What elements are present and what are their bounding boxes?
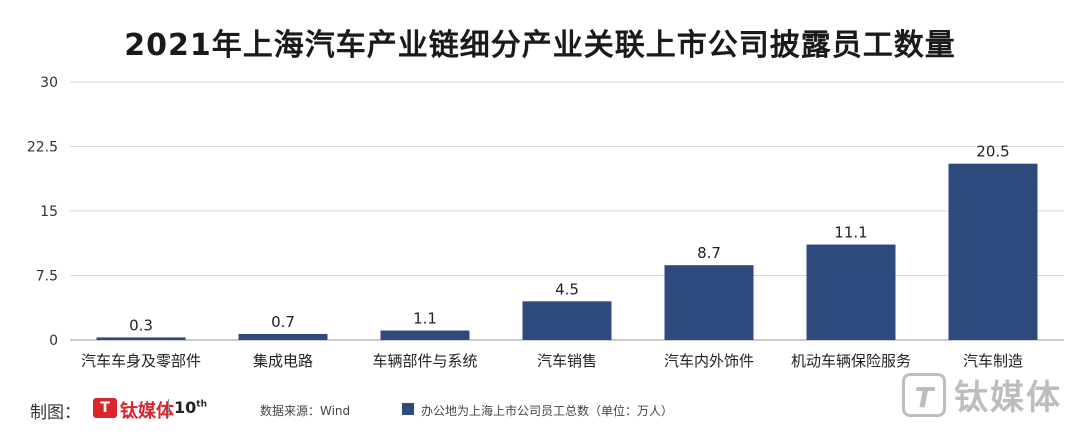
data-label: 4.5 (555, 280, 579, 298)
data-source: 数据来源：Wind (260, 404, 351, 418)
brand-logo-icon: T (93, 398, 117, 418)
x-tick-label: 集成电路 (253, 352, 313, 370)
y-tick-label: 7.5 (36, 269, 58, 285)
x-tick-label: 车辆部件与系统 (372, 352, 477, 370)
x-tick-label: 机动车辆保险服务 (791, 352, 911, 370)
x-tick-label: 汽车内外饰件 (664, 352, 754, 370)
watermark: T 钛媒体 (902, 370, 1062, 419)
bars (96, 163, 1038, 340)
grid-lines (70, 81, 1064, 341)
watermark-logo-icon: T (902, 372, 946, 417)
data-label: 0.3 (129, 316, 153, 334)
data-label: 20.5 (976, 143, 1009, 161)
y-tick-label: 15 (40, 204, 58, 220)
bar (806, 244, 896, 340)
x-axis-ticks: 汽车车身及零部件 集成电路 车辆部件与系统 汽车销售 汽车内外饰件 机动车辆保险服务 汽车制… (81, 352, 1023, 370)
x-tick-label: 汽车制造 (963, 352, 1023, 370)
legend-swatch (402, 403, 414, 415)
y-axis-ticks: 0 7.5 15 22.5 30 (27, 75, 58, 349)
y-tick-label: 30 (40, 75, 58, 91)
x-tick-label: 汽车销售 (537, 352, 597, 370)
bar (380, 330, 470, 340)
legend-label: 办公地为上海上市公司员工总数（单位：万人） (421, 404, 674, 418)
data-label: 11.1 (834, 224, 867, 242)
brand-ten-suffix: th (196, 399, 207, 410)
data-label: 8.7 (697, 244, 721, 262)
data-label: 0.7 (271, 313, 295, 331)
value-labels: 0.3 0.7 1.1 4.5 8.7 11.1 20.5 (129, 143, 1010, 335)
bar (96, 337, 186, 340)
x-tick-label: 汽车车身及零部件 (81, 352, 201, 370)
data-label: 1.1 (413, 310, 437, 328)
brand-ten-number: 10 (174, 398, 197, 417)
brand-name: 钛媒体 (120, 401, 174, 422)
watermark-text: 钛媒体 (954, 378, 1062, 418)
chart-title: 2021年上海汽车产业链细分产业关联上市公司披露员工数量 (124, 28, 956, 63)
y-tick-label: 0 (49, 333, 58, 349)
brand-divider (168, 399, 169, 417)
brand-anniversary: 10th (174, 398, 207, 417)
bar (238, 333, 328, 340)
bar (522, 301, 612, 340)
bar (664, 265, 754, 340)
y-tick-label: 22.5 (27, 140, 58, 156)
credit-label: 制图： (30, 403, 81, 423)
bar (948, 163, 1038, 340)
